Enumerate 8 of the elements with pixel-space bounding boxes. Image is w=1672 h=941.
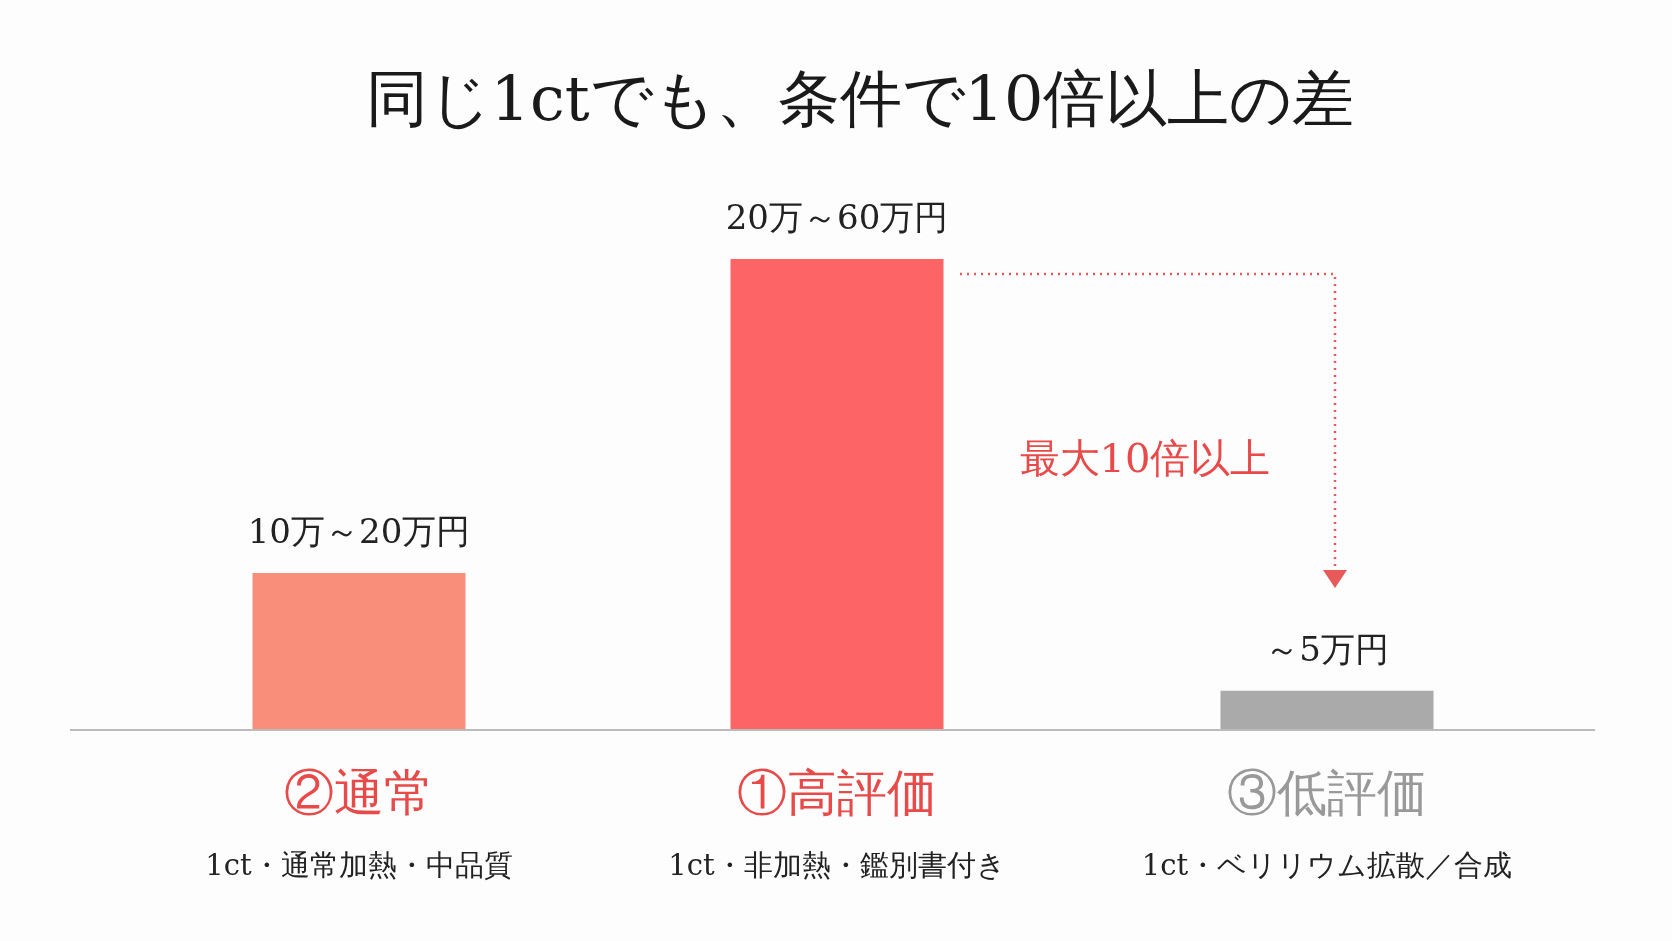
data-label: 20万～60万円 [725,197,949,237]
annotation: 最大10倍以上 [1019,435,1271,481]
chart-title: 同じ1ctでも、条件で10倍以上の差 [365,62,1355,135]
data-label: 10万～20万円 [247,511,471,551]
x-tick-label: ①高評価 1ct・非加熱・鑑別書付き [668,764,1006,882]
x-tick-label: ②通常 1ct・通常加熱・中品質 [205,764,513,882]
x-tick-label: ③低評価 1ct・ベリリウム拡散／合成 [1141,764,1513,882]
data-label: ～5万円 [1265,628,1389,669]
